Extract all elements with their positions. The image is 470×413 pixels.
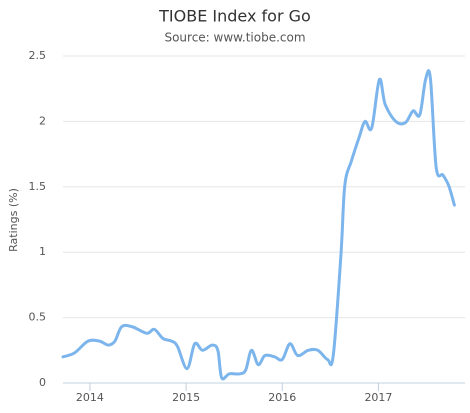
x-tick-label: 2014 — [76, 391, 104, 404]
x-tick-label: 2016 — [268, 391, 296, 404]
y-tick-label: 1.5 — [29, 180, 47, 193]
line — [61, 69, 456, 381]
y-tick-label: 0.5 — [29, 311, 47, 324]
chart-title: TIOBE Index for Go — [158, 7, 311, 26]
chart-subtitle: Source: www.tiobe.com — [164, 31, 305, 45]
x-tick-label: 2017 — [364, 391, 392, 404]
y-axis-label: Ratings (%) — [7, 188, 20, 252]
y-tick-label: 1 — [39, 245, 46, 258]
y-tick-label: 2 — [39, 114, 46, 127]
y-tick-label: 0 — [39, 376, 46, 389]
y-tick-label: 2.5 — [29, 49, 47, 62]
x-tick-label: 2015 — [172, 391, 200, 404]
